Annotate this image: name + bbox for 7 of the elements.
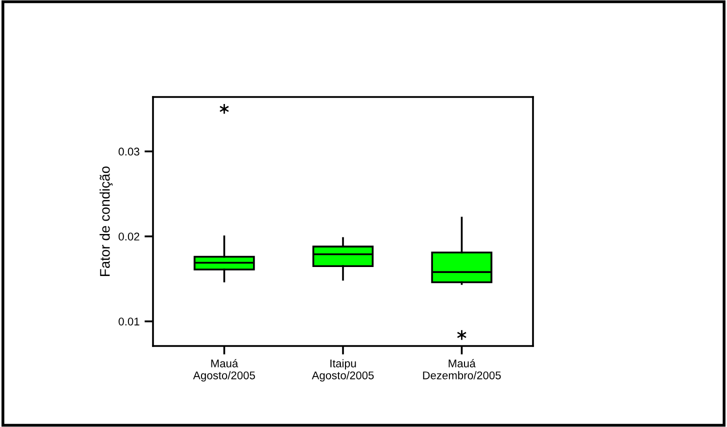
x-tick-label: Mauá Agosto/2005 <box>193 359 255 382</box>
y-tick-label: 0.03 <box>118 148 140 156</box>
x-tick-label: Itaipu Agosto/2005 <box>312 359 374 382</box>
x-tick-label: Mauá Dezembro/2005 <box>423 359 501 380</box>
y-tick-label: 0.02 <box>118 232 140 241</box>
y-tick-label: 0.01 <box>118 318 140 326</box>
y-axis-title: Fator de condição <box>100 166 113 276</box>
